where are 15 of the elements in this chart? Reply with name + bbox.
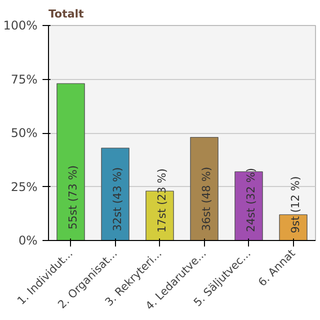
data-label: 24st (32 %)	[244, 168, 258, 232]
bar	[101, 148, 130, 240]
y-tick-label: 50%	[10, 126, 38, 140]
bar	[56, 83, 85, 240]
y-tick-label: 100%	[3, 18, 38, 32]
y-tick-label: 25%	[10, 180, 38, 194]
bar	[190, 136, 218, 240]
chart-title: Totalt	[48, 8, 84, 20]
data-label: 17st (23 %)	[155, 168, 168, 233]
y-tick-label: 0%	[18, 234, 38, 248]
data-label: 32st (43 %)	[110, 167, 124, 232]
y-tick-label: 75%	[10, 72, 38, 86]
data-label: 9st (12 %)	[288, 176, 302, 234]
data-label: 36st (48 %)	[200, 166, 213, 231]
data-label: 55st (73 %)	[66, 165, 80, 230]
